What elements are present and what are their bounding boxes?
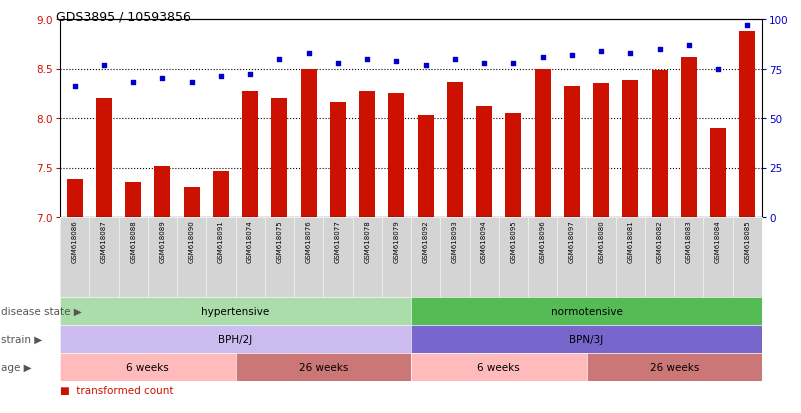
Text: GSM618085: GSM618085 (744, 220, 751, 262)
Bar (388, 94, 405, 218)
Point (477, 60, 490, 67)
Point (215, 74, 227, 81)
Text: normotensive: normotensive (550, 306, 622, 316)
Point (98, 62, 111, 69)
Text: GSM618097: GSM618097 (569, 220, 575, 263)
Text: GSM618087: GSM618087 (101, 220, 107, 263)
Bar (155, 166, 171, 218)
Bar (622, 81, 638, 218)
Text: GSM618089: GSM618089 (159, 220, 165, 263)
Point (654, 46, 666, 53)
Text: GSM618079: GSM618079 (393, 220, 400, 263)
Bar (417, 116, 433, 218)
Point (507, 60, 520, 67)
Point (332, 60, 344, 67)
Bar (739, 32, 755, 218)
Text: GSM618096: GSM618096 (540, 220, 545, 263)
Bar (300, 69, 316, 218)
Point (419, 62, 432, 69)
Point (302, 50, 315, 57)
Text: GSM618075: GSM618075 (276, 220, 283, 262)
Text: GSM618095: GSM618095 (510, 220, 517, 262)
Text: ■  transformed count: ■ transformed count (60, 385, 174, 395)
Text: GSM618091: GSM618091 (218, 220, 223, 263)
Text: GSM618078: GSM618078 (364, 220, 370, 263)
Text: GSM618090: GSM618090 (188, 220, 195, 263)
Bar (330, 103, 346, 218)
Text: hypertensive: hypertensive (201, 306, 270, 316)
Text: GSM618077: GSM618077 (335, 220, 341, 263)
Point (390, 58, 403, 65)
Text: GSM618083: GSM618083 (686, 220, 692, 263)
Text: GSM618092: GSM618092 (423, 220, 429, 262)
Text: BPN/3J: BPN/3J (570, 334, 604, 344)
Point (624, 50, 637, 57)
Bar (359, 92, 375, 218)
Point (712, 66, 725, 73)
Text: GDS3895 / 10593856: GDS3895 / 10593856 (56, 10, 191, 23)
Text: 6 weeks: 6 weeks (127, 362, 169, 372)
Text: GSM618094: GSM618094 (481, 220, 487, 262)
Bar (183, 188, 199, 218)
Text: 6 weeks: 6 weeks (477, 362, 520, 372)
Point (449, 56, 461, 63)
Text: GSM618082: GSM618082 (657, 220, 662, 262)
Bar (242, 92, 258, 218)
Bar (505, 114, 521, 218)
Point (127, 80, 139, 86)
Text: strain ▶: strain ▶ (1, 334, 42, 344)
Text: GSM618076: GSM618076 (306, 220, 312, 263)
Text: 26 weeks: 26 weeks (299, 362, 348, 372)
Point (741, 23, 754, 29)
Bar (96, 99, 112, 218)
Bar (534, 69, 550, 218)
Text: BPH/2J: BPH/2J (219, 334, 252, 344)
Text: GSM618080: GSM618080 (598, 220, 604, 263)
Bar (651, 71, 668, 218)
Text: ■  percentile rank within the sample: ■ percentile rank within the sample (60, 412, 252, 413)
Bar (681, 57, 697, 218)
Point (594, 48, 607, 55)
Text: GSM618074: GSM618074 (248, 220, 253, 262)
Bar (710, 128, 727, 218)
Bar (447, 83, 463, 218)
Point (273, 56, 286, 63)
Text: GSM618081: GSM618081 (627, 220, 634, 263)
Text: age ▶: age ▶ (1, 362, 31, 372)
Point (68, 84, 81, 90)
Text: GSM618093: GSM618093 (452, 220, 458, 263)
Text: GSM618088: GSM618088 (130, 220, 136, 263)
Point (156, 76, 169, 83)
Point (566, 52, 578, 59)
Text: 26 weeks: 26 weeks (650, 362, 699, 372)
Point (682, 42, 695, 49)
Bar (564, 87, 580, 218)
Point (244, 72, 256, 78)
Bar (272, 99, 288, 218)
Bar (476, 107, 492, 218)
Text: GSM618084: GSM618084 (715, 220, 721, 262)
Bar (213, 172, 229, 218)
Point (536, 54, 549, 61)
Bar (66, 180, 83, 218)
Bar (125, 183, 141, 218)
Text: disease state ▶: disease state ▶ (1, 306, 82, 316)
Text: GSM618086: GSM618086 (71, 220, 78, 263)
Point (185, 80, 198, 86)
Bar (593, 84, 610, 218)
Point (360, 56, 373, 63)
